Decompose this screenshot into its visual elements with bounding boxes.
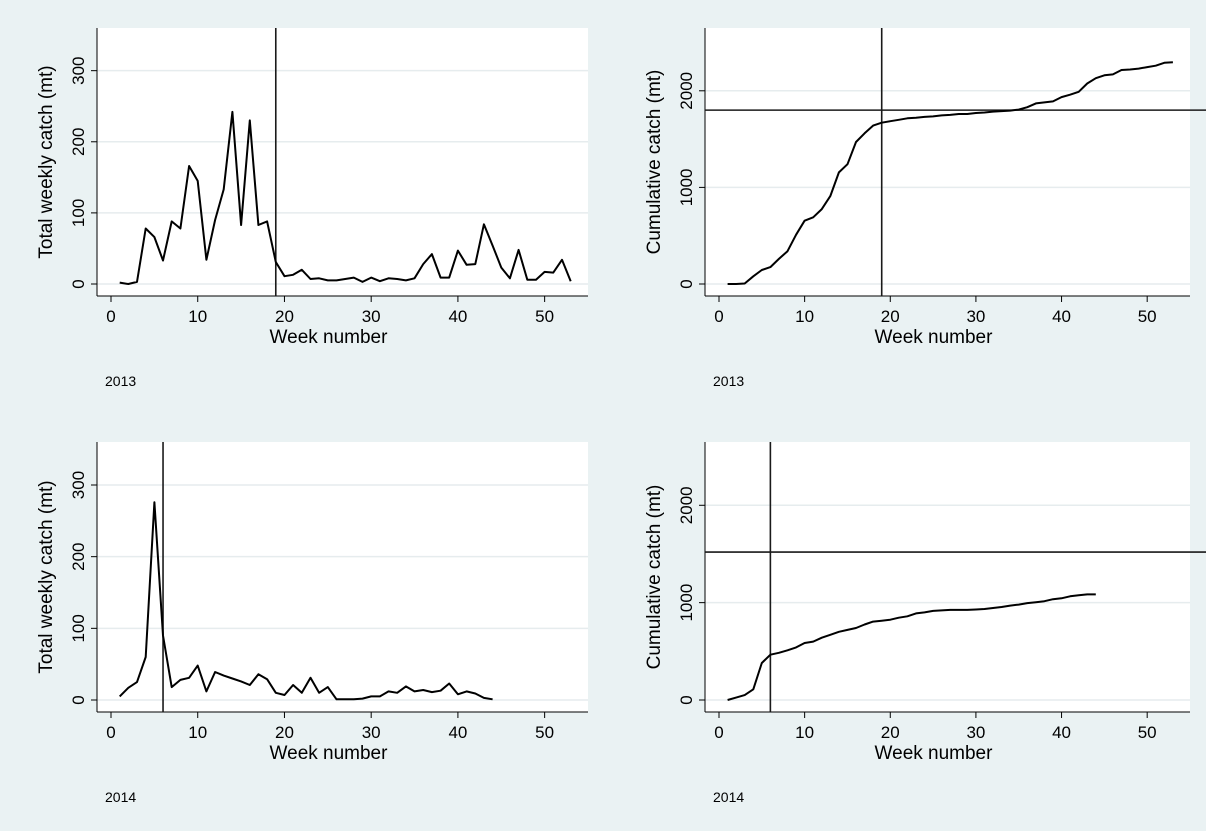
x-axis-title: Week number [875, 743, 994, 764]
x-tick-label: 0 [106, 307, 115, 326]
x-tick-label: 50 [535, 723, 554, 742]
x-tick-label: 50 [1138, 307, 1157, 326]
x-tick-label: 40 [1052, 723, 1071, 742]
series-line [727, 61, 1173, 285]
x-tick-label: 0 [714, 307, 723, 326]
y-tick-label: 0 [69, 695, 88, 704]
y-axis-title: Total weekly catch (mt) [36, 65, 57, 258]
caption-year: 2013 [105, 373, 136, 389]
x-tick-label: 20 [881, 307, 900, 326]
y-tick-label: 200 [69, 128, 88, 156]
y-tick-label: 0 [69, 279, 88, 288]
y-tick-label: 0 [677, 279, 696, 288]
y-tick-label: 2000 [677, 486, 696, 524]
x-tick-label: 30 [362, 307, 381, 326]
x-tick-label: 10 [188, 307, 207, 326]
x-tick-label: 10 [188, 723, 207, 742]
x-tick-label: 10 [795, 723, 814, 742]
y-tick-label: 100 [69, 614, 88, 642]
chart-panel-top-right: 0 10 20 30 40 50 0 1000 2000 Week number Cumulativ… [644, 28, 1206, 389]
y-tick-label: 100 [69, 199, 88, 227]
x-tick-label: 30 [966, 723, 985, 742]
y-tick-label: 1000 [677, 584, 696, 622]
y-axis-title: Cumulative catch (mt) [644, 485, 665, 670]
x-tick-label: 0 [106, 723, 115, 742]
series-line [118, 501, 493, 701]
x-axis-title: Week number [875, 327, 994, 348]
x-tick-label: 50 [535, 307, 554, 326]
x-tick-label: 40 [448, 307, 467, 326]
x-tick-label: 20 [275, 723, 294, 742]
x-tick-label: 50 [1138, 723, 1157, 742]
y-axis-title: Cumulative catch (mt) [644, 70, 665, 255]
plot-area [705, 442, 1190, 712]
caption-year: 2013 [713, 373, 744, 389]
x-tick-label: 10 [795, 307, 814, 326]
y-axis-title: Total weekly catch (mt) [36, 480, 57, 673]
y-tick-label: 0 [677, 695, 696, 704]
y-tick-label: 2000 [677, 72, 696, 110]
y-tick-label: 200 [69, 542, 88, 570]
plot-area [705, 28, 1190, 296]
x-axis-title: Week number [270, 327, 389, 348]
plot-area [97, 28, 588, 296]
series-line [727, 593, 1096, 701]
y-tick-label: 1000 [677, 168, 696, 206]
series-line [119, 110, 572, 285]
y-tick-label: 300 [69, 56, 88, 84]
chart-panel-bottom-right: 0 10 20 30 40 50 0 1000 2000 Week number Cumulativ… [644, 442, 1206, 805]
x-tick-label: 20 [275, 307, 294, 326]
x-tick-label: 40 [1052, 307, 1071, 326]
x-tick-label: 30 [362, 723, 381, 742]
plot-area [97, 442, 588, 712]
x-tick-label: 30 [966, 307, 985, 326]
chart-panel-top-left: 0 10 20 30 40 50 0 100 200 300 Week number Total we… [36, 28, 588, 389]
x-tick-label: 20 [881, 723, 900, 742]
x-tick-label: 0 [714, 723, 723, 742]
y-tick-label: 300 [69, 471, 88, 499]
caption-year: 2014 [105, 789, 136, 805]
x-axis-title: Week number [270, 743, 389, 764]
chart-panel-bottom-left: 0 10 20 30 40 50 0 100 200 300 Week number Total we… [36, 442, 588, 805]
caption-year: 2014 [713, 789, 744, 805]
x-tick-label: 40 [448, 723, 467, 742]
